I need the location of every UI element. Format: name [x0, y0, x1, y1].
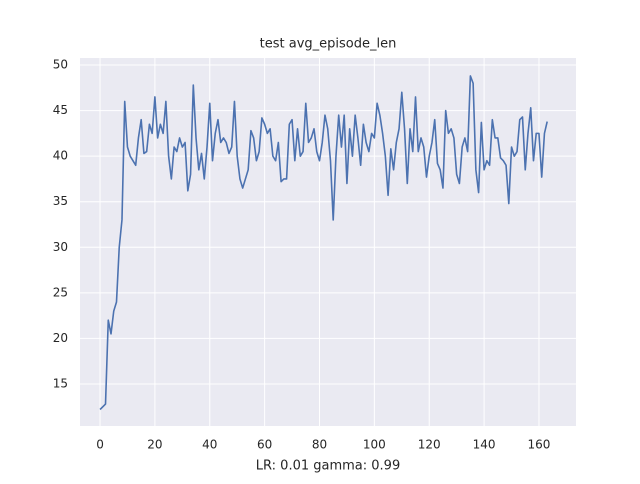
y-tick-label: 25: [53, 285, 68, 299]
x-tick-label: 120: [418, 438, 441, 452]
y-tick-label: 50: [53, 58, 68, 72]
x-tick-label: 140: [473, 438, 496, 452]
x-tick-label: 80: [312, 438, 327, 452]
y-tick-label: 15: [53, 376, 68, 390]
data-line: [99, 75, 548, 411]
y-tick-label: 45: [53, 103, 68, 117]
x-tick-label: 20: [147, 438, 162, 452]
x-tick-label: 60: [257, 438, 272, 452]
x-tick-label: 160: [528, 438, 551, 452]
x-tick-label: 0: [96, 438, 104, 452]
plot-area: [80, 58, 576, 426]
y-tick-label: 30: [53, 240, 68, 254]
x-tick-label: 100: [363, 438, 386, 452]
x-axis-label: LR: 0.01 gamma: 0.99: [256, 459, 400, 474]
x-tick-label: 40: [202, 438, 217, 452]
y-tick-label: 35: [53, 194, 68, 208]
chart-title: test avg_episode_len: [260, 37, 397, 52]
y-tick-label: 40: [53, 149, 68, 163]
y-tick-label: 20: [53, 331, 68, 345]
